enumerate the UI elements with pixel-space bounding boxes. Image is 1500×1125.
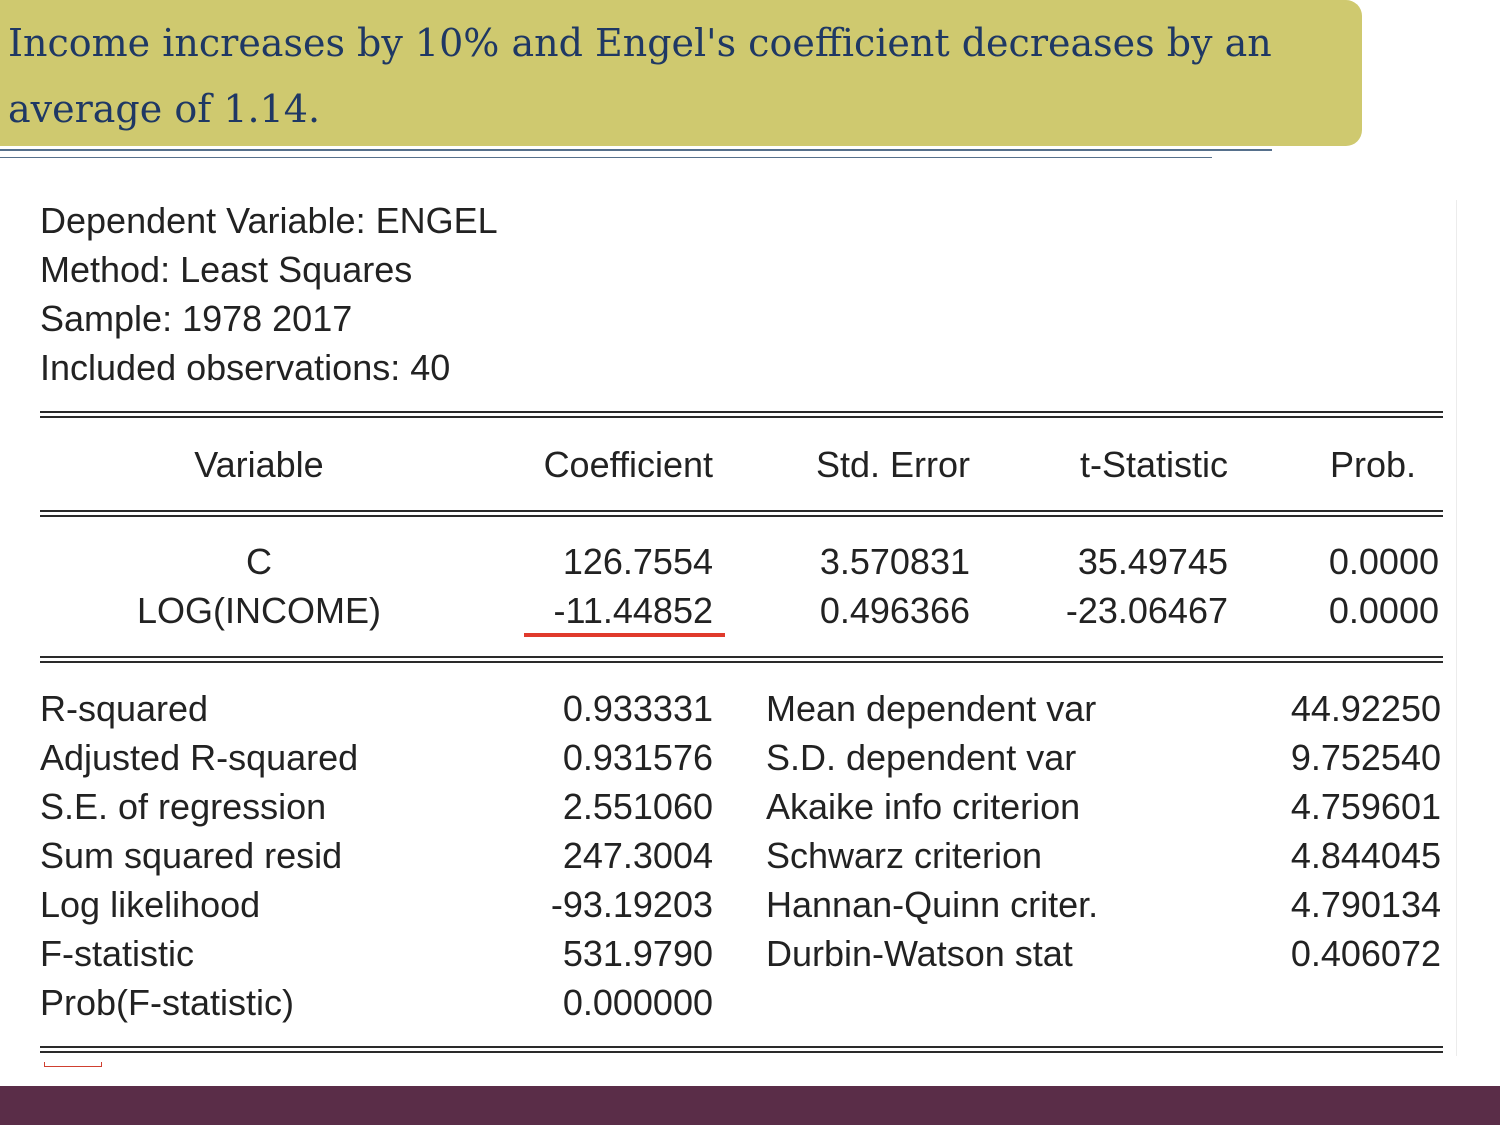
stat-value: 0.000000: [562, 982, 713, 1023]
slide-title: Income increases by 10% and Engel's coef…: [8, 10, 1348, 142]
coefficients-bottom-rule: [40, 656, 1443, 663]
stat-value: 44.92250: [1290, 688, 1441, 729]
row-prob: 0.0000: [1328, 541, 1439, 582]
stat-value: 2.551060: [562, 786, 713, 827]
col-header-std-error: Std. Error: [815, 444, 970, 485]
stat-value: 4.759601: [1290, 786, 1441, 827]
stat-value: 0.931576: [562, 737, 713, 778]
stat-label: Schwarz criterion: [766, 835, 1043, 876]
stat-label: Sum squared resid: [40, 835, 343, 876]
observations-line: Included observations: 40: [40, 347, 451, 388]
stat-value: 4.844045: [1290, 835, 1441, 876]
stat-value: 531.9790: [562, 933, 713, 974]
stat-value: 0.933331: [562, 688, 713, 729]
stat-label: S.D. dependent var: [766, 737, 1077, 778]
stat-label: Adjusted R-squared: [40, 737, 359, 778]
row-t-statistic: -23.06467: [1065, 590, 1228, 631]
stat-value: 9.752540: [1290, 737, 1441, 778]
row-variable: LOG(INCOME): [136, 590, 382, 631]
stat-label: Durbin-Watson stat: [766, 933, 1073, 974]
stat-label: Prob(F-statistic): [40, 982, 295, 1023]
stat-label: S.E. of regression: [40, 786, 327, 827]
row-std-error: 0.496366: [819, 590, 970, 631]
stat-label: Akaike info criterion: [766, 786, 1081, 827]
sample-line: Sample: 1978 2017: [40, 298, 353, 339]
coefficient-highlight-underline: [524, 633, 725, 637]
stat-label: R-squared: [40, 688, 209, 729]
method-line: Method: Least Squares: [40, 249, 413, 290]
red-mark-fragment: [44, 1062, 102, 1067]
row-variable: C: [246, 541, 272, 582]
table-bottom-rule: [40, 1046, 1443, 1053]
row-coefficient-highlighted: -11.44852: [553, 590, 713, 631]
stat-value: 0.406072: [1290, 933, 1441, 974]
header-bottom-rule: [40, 510, 1443, 517]
col-header-coefficient: Coefficient: [543, 444, 713, 485]
slide-title-line-1: Income increases by 10% and Engel's coef…: [8, 21, 1272, 65]
row-std-error: 3.570831: [819, 541, 970, 582]
title-rule-top: [0, 149, 1272, 151]
title-banner: Income increases by 10% and Engel's coef…: [0, 0, 1362, 146]
stat-label: Log likelihood: [40, 884, 261, 925]
slide-title-line-2: average of 1.14.: [8, 87, 321, 131]
col-header-prob: Prob.: [1329, 444, 1416, 485]
stat-value: -93.19203: [550, 884, 713, 925]
row-prob: 0.0000: [1328, 590, 1439, 631]
col-header-variable: Variable: [194, 444, 324, 485]
stat-value: 247.3004: [562, 835, 713, 876]
stat-label: Hannan-Quinn criter.: [766, 884, 1099, 925]
col-header-t-statistic: t-Statistic: [1079, 444, 1228, 485]
footer-bar: [0, 1086, 1500, 1125]
stat-label: Mean dependent var: [766, 688, 1097, 729]
row-coefficient: 126.7554: [562, 541, 713, 582]
row-t-statistic: 35.49745: [1077, 541, 1228, 582]
title-rule-bottom: [0, 157, 1212, 158]
table-top-rule: [40, 411, 1443, 418]
dependent-variable-line: Dependent Variable: ENGEL: [40, 200, 498, 241]
stat-value: 4.790134: [1290, 884, 1441, 925]
regression-output-panel: Dependent Variable: ENGEL Method: Least …: [40, 200, 1457, 1067]
stat-label: F-statistic: [40, 933, 195, 974]
